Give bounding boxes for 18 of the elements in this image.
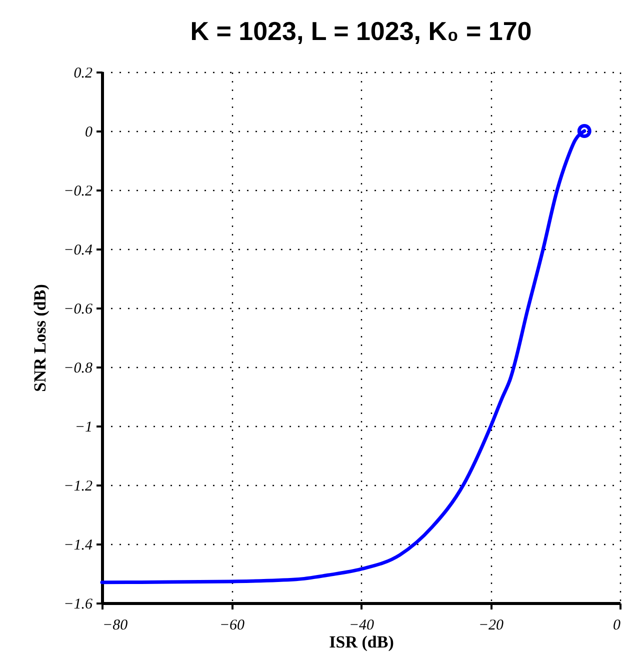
y-tick-label: −0.4: [64, 242, 93, 258]
y-tick-label: −1.2: [64, 478, 93, 494]
y-axis-title: SNR Loss (dB): [30, 284, 50, 392]
y-tick-label: 0.2: [74, 66, 93, 82]
y-tick-label: −1: [74, 420, 92, 436]
y-tick-label: −1.6: [64, 596, 93, 612]
chart-title: K = 1023, L = 1023, K₀ = 170: [190, 16, 532, 46]
y-tick-label: −1.4: [64, 538, 93, 554]
x-tick-label: −60: [219, 618, 246, 634]
x-axis-title: ISR (dB): [329, 632, 394, 652]
x-tick-label: 0: [613, 618, 621, 634]
x-tick-label: −80: [102, 618, 128, 634]
y-tick-label: 0: [85, 124, 93, 140]
y-tick-label: −0.8: [64, 360, 93, 376]
y-tick-label: −0.2: [64, 184, 93, 200]
y-tick-label: −0.6: [64, 302, 93, 318]
x-tick-label: −40: [348, 618, 375, 634]
x-tick-label: −20: [478, 618, 504, 634]
